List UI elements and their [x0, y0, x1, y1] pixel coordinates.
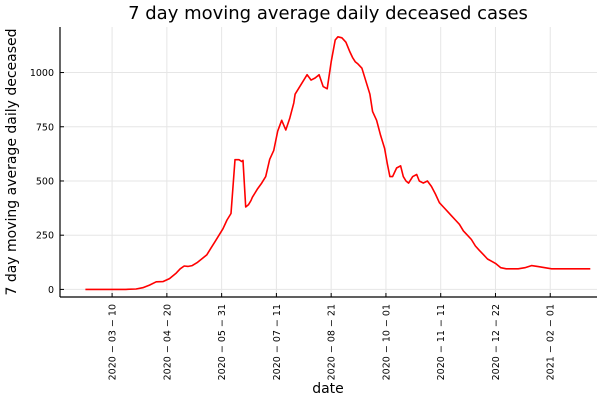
x-tick-label: 2020 − 11 − 11	[436, 304, 447, 380]
y-tick-label: 1000	[30, 68, 54, 79]
y-tick-label: 0	[48, 285, 54, 296]
chart-title: 7 day moving average daily deceased case…	[128, 3, 528, 24]
series-line	[85, 35, 591, 291]
x-tick-label: 2020 − 08 − 21	[327, 304, 338, 380]
y-tick-label: 750	[36, 122, 54, 133]
x-axis-label: date	[312, 381, 344, 397]
x-ticks: 2020 − 03 − 10 2020 − 04 − 20 2020 − 05 − …	[108, 293, 557, 380]
y-tick-label: 250	[36, 231, 54, 242]
x-tick-label: 2020 − 03 − 10	[108, 304, 119, 380]
series	[85, 35, 591, 291]
x-tick-label: 2020 − 12 − 22	[491, 304, 502, 380]
axes	[59, 27, 597, 298]
x-tick-label: 2020 − 04 − 20	[162, 304, 173, 380]
y-tick-label: 500	[36, 176, 54, 187]
y-axis-label: 7 day moving average daily deceased	[4, 28, 20, 295]
x-tick-label: 2021 − 02 − 01	[546, 304, 557, 380]
x-tick-label: 2020 − 10 − 01	[381, 304, 392, 380]
y-ticks: 0 250 500 750 1000	[30, 68, 64, 296]
grid	[60, 27, 597, 297]
x-tick-label: 2020 − 05 − 31	[217, 304, 228, 380]
x-tick-label: 2020 − 07 − 11	[272, 304, 283, 380]
